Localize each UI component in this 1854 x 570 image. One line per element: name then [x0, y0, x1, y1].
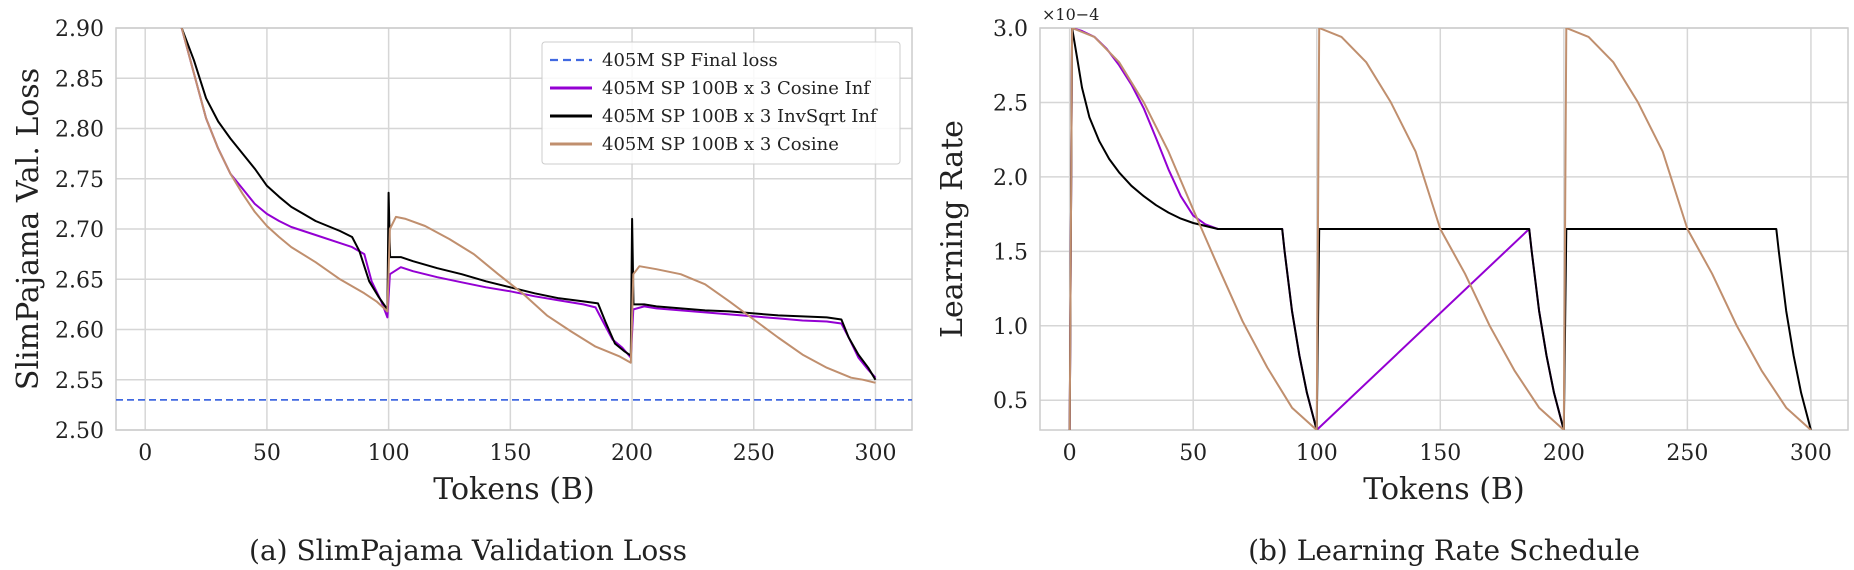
- y-tick-label: 2.60: [55, 319, 104, 344]
- panel-a-plot-frame: [115, 27, 913, 431]
- panel-a-caption: (a) SlimPajama Validation Loss: [249, 534, 687, 567]
- panel-a-y-axis-label: SlimPajama Val. Loss: [11, 68, 46, 390]
- series-line-405m-sp-100b-x-3-invsqrt-inf: [180, 28, 877, 381]
- panel-a-tick-labels: 0 50 100 150 200 250 300 2.50 2.55 2.60 2.65 2.70 2.…: [55, 17, 896, 466]
- x-tick-label: 150: [489, 441, 531, 466]
- x-tick-label: 0: [1063, 441, 1077, 466]
- y-tick-label: 2.55: [55, 369, 104, 394]
- x-tick-label: 100: [368, 441, 410, 466]
- panel-a-series-lines: [116, 28, 912, 401]
- y-tick-label: 2.0: [993, 166, 1028, 191]
- panel-b-y-axis-label: Learning Rate: [935, 120, 970, 338]
- panel-b-plot-frame: [1039, 27, 1849, 431]
- x-tick-label: 100: [1296, 441, 1338, 466]
- y-tick-label: 1.0: [993, 315, 1028, 340]
- y-tick-label: 2.90: [55, 17, 104, 42]
- x-tick-label: 0: [138, 441, 152, 466]
- y-tick-label: 2.85: [55, 67, 104, 92]
- legend-label: 405M SP 100B x 3 Cosine: [602, 134, 839, 155]
- x-tick-label: 50: [253, 441, 281, 466]
- y-tick-label: 2.70: [55, 218, 104, 243]
- panel-b-lr-chart: 0 50 100 150 200 250 300 0.5 1.0 1.5 2.0 2.5 3.0 ×10…: [935, 5, 1849, 567]
- y-tick-label: 0.5: [993, 389, 1028, 414]
- y-tick-label: 2.50: [55, 419, 104, 444]
- series-line-405m-sp-100b-x-3-invsqrt-inf: [1068, 28, 1812, 430]
- legend-label: 405M SP 100B x 3 Cosine Inf: [602, 78, 871, 99]
- y-tick-label: 3.0: [993, 17, 1028, 42]
- panel-a-legend: 405M SP Final loss 405M SP 100B x 3 Cosin…: [541, 41, 901, 165]
- panel-a-loss-chart: 0 50 100 150 200 250 300 2.50 2.55 2.60 2.65 2.70 2.…: [11, 17, 913, 567]
- y-tick-label: 1.5: [993, 240, 1028, 265]
- y-tick-label: 2.65: [55, 268, 104, 293]
- y-tick-label: 2.5: [993, 91, 1028, 116]
- series-line-405m-sp-100b-x-3-cosine: [180, 28, 876, 384]
- x-tick-label: 150: [1419, 441, 1461, 466]
- x-tick-label: 250: [1666, 441, 1708, 466]
- legend-box: [541, 41, 901, 165]
- panel-b-scale-note: ×10−4: [1042, 5, 1099, 24]
- panel-a-x-axis-label: Tokens (B): [433, 472, 594, 507]
- y-tick-label: 2.75: [55, 168, 104, 193]
- panel-b-tick-labels: 0 50 100 150 200 250 300 0.5 1.0 1.5 2.0 2.5 3.0: [993, 17, 1832, 466]
- panel-b-x-axis-label: Tokens (B): [1363, 472, 1524, 507]
- legend-label: 405M SP 100B x 3 InvSqrt Inf: [602, 106, 878, 127]
- panel-b-series-lines: [1068, 28, 1812, 430]
- y-tick-label: 2.80: [55, 118, 104, 143]
- x-tick-label: 300: [854, 441, 896, 466]
- series-line-405m-sp-100b-x-3-cosine-inf: [180, 28, 877, 379]
- x-tick-label: 50: [1179, 441, 1207, 466]
- series-line-405m-sp-100b-x-3-cosine: [1068, 28, 1812, 430]
- x-tick-label: 250: [733, 441, 775, 466]
- legend-label: 405M SP Final loss: [602, 50, 778, 71]
- x-tick-label: 300: [1790, 441, 1832, 466]
- x-tick-label: 200: [1543, 441, 1585, 466]
- panel-b-caption: (b) Learning Rate Schedule: [1248, 534, 1640, 567]
- x-tick-label: 200: [611, 441, 653, 466]
